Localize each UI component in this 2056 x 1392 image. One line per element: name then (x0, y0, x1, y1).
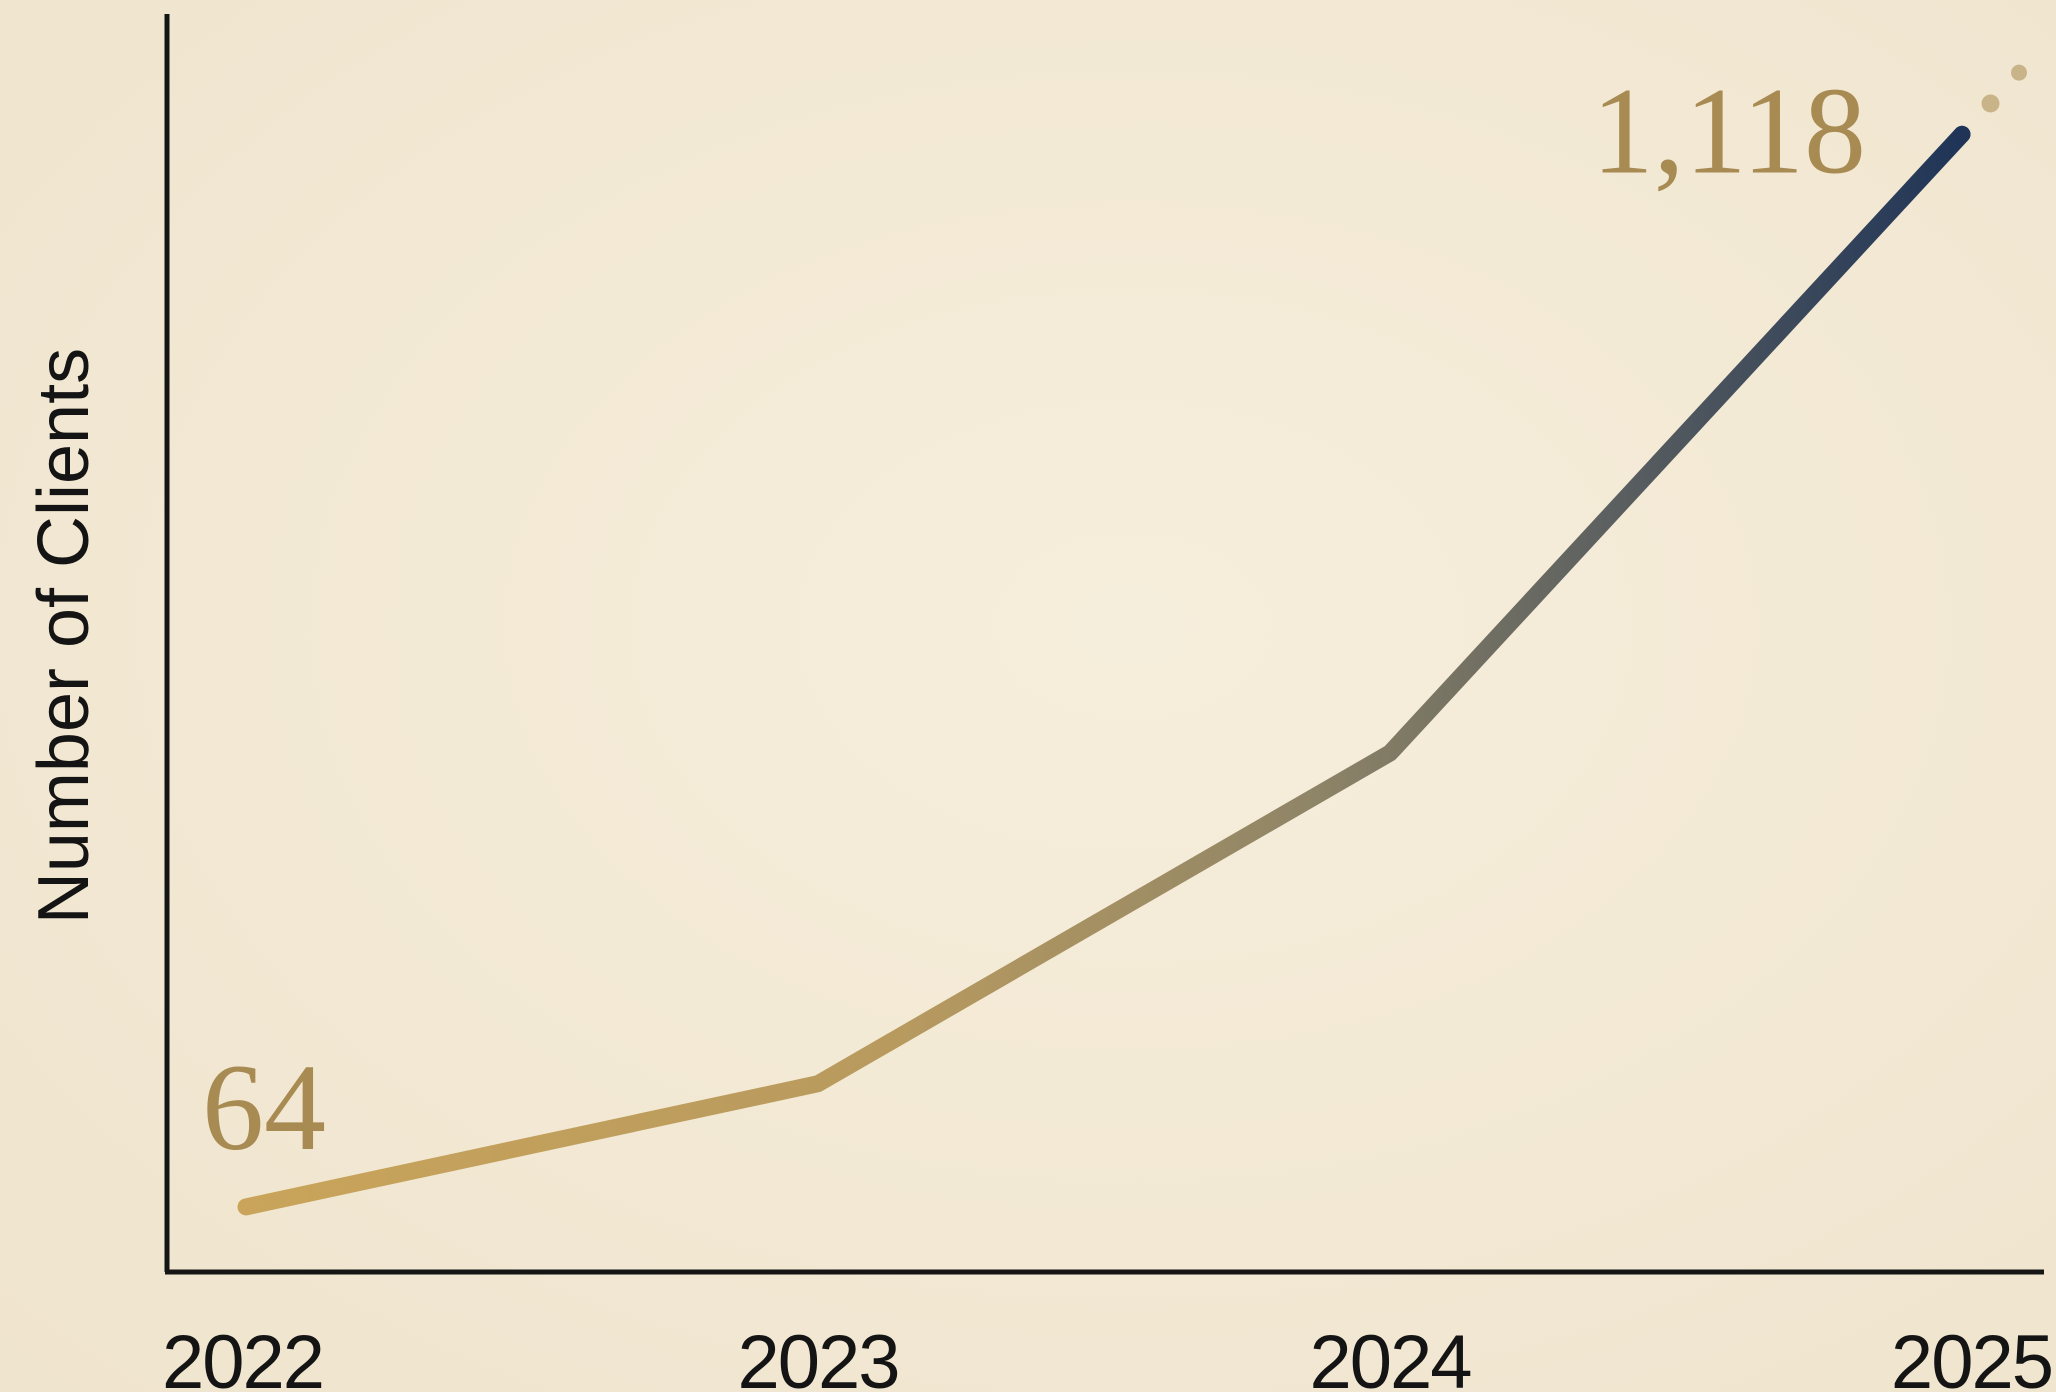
series-line (237, 125, 1971, 1216)
x-tick-labels: 2022 2023 2024 2025 (162, 1320, 2054, 1392)
x-tick-label: 2024 (1309, 1320, 1471, 1392)
data-point (810, 1075, 827, 1092)
data-point (1953, 125, 1971, 143)
data-point (238, 1198, 255, 1215)
data-label: 64 (202, 1039, 326, 1176)
x-tick-label: 2025 (1891, 1320, 2052, 1392)
y-axis-label: Number of Clients (24, 348, 104, 924)
x-tick-label: 2022 (162, 1320, 323, 1392)
x-tick-label: 2023 (737, 1320, 898, 1392)
trend-dot (2011, 64, 2028, 81)
series-layer (237, 125, 1971, 1216)
data-label: 1,118 (1592, 62, 1866, 199)
data-point (1382, 745, 1399, 762)
data-labels: 64 1,118 (202, 62, 1866, 1176)
trend-dot (1981, 94, 2000, 113)
trend-continuation (1981, 64, 2028, 113)
